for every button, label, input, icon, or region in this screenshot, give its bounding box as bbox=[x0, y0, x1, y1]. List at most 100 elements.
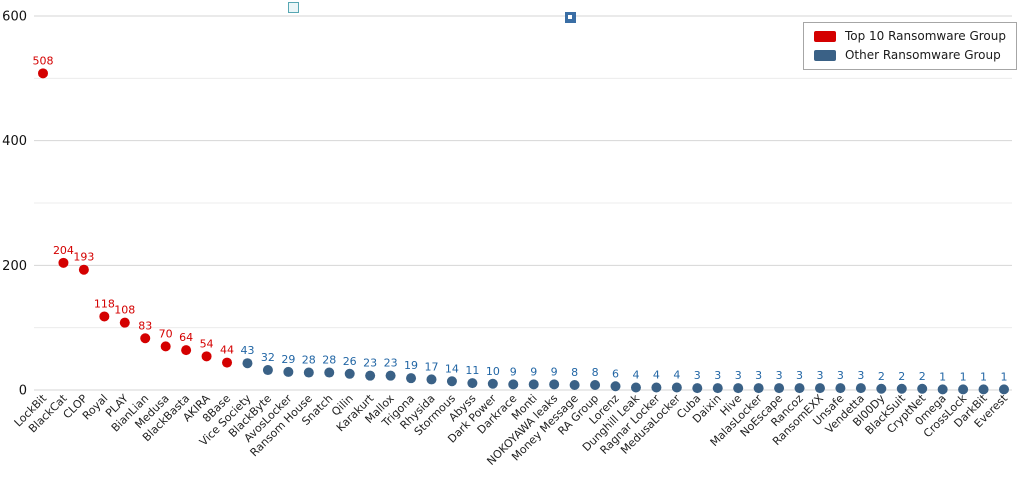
y-axis-tick-label: 200 bbox=[2, 259, 27, 274]
data-point-value-label: 28 bbox=[322, 354, 336, 367]
data-point-other bbox=[651, 382, 662, 393]
legend-item-top10: Top 10 Ransomware Group bbox=[813, 29, 1006, 43]
data-point-other bbox=[528, 379, 539, 390]
data-point-top10 bbox=[160, 341, 171, 352]
data-point-other bbox=[896, 383, 907, 394]
data-point-value-label: 3 bbox=[776, 369, 783, 382]
artifact-square-icon bbox=[565, 12, 576, 23]
y-axis-tick-label: 0 bbox=[19, 384, 27, 399]
data-point-value-label: 9 bbox=[530, 365, 537, 378]
data-point-other bbox=[385, 370, 396, 381]
data-point-value-label: 28 bbox=[302, 354, 316, 367]
data-point-other bbox=[365, 370, 376, 381]
data-point-value-label: 64 bbox=[179, 331, 193, 344]
data-point-other bbox=[590, 380, 601, 391]
data-point-top10 bbox=[58, 257, 69, 268]
data-point-value-label: 3 bbox=[755, 369, 762, 382]
data-point-value-label: 3 bbox=[714, 369, 721, 382]
data-point-value-label: 204 bbox=[53, 244, 74, 257]
data-point-value-label: 6 bbox=[612, 367, 619, 380]
data-point-value-label: 83 bbox=[138, 319, 152, 332]
data-point-value-label: 8 bbox=[571, 366, 578, 379]
data-point-other bbox=[958, 384, 969, 395]
data-point-value-label: 3 bbox=[857, 369, 864, 382]
data-point-value-label: 44 bbox=[220, 344, 234, 357]
data-point-other bbox=[917, 383, 928, 394]
data-point-value-label: 19 bbox=[404, 359, 418, 372]
data-point-value-label: 23 bbox=[363, 357, 377, 370]
data-point-other bbox=[324, 367, 335, 378]
data-point-other bbox=[487, 378, 498, 389]
data-point-value-label: 1 bbox=[1001, 370, 1008, 383]
data-point-value-label: 508 bbox=[33, 54, 54, 67]
data-point-other bbox=[426, 374, 437, 385]
data-point-value-label: 11 bbox=[465, 364, 479, 377]
data-point-value-label: 14 bbox=[445, 362, 459, 375]
data-point-value-label: 3 bbox=[694, 369, 701, 382]
data-point-other bbox=[406, 373, 417, 384]
data-point-value-label: 17 bbox=[424, 360, 438, 373]
data-point-other bbox=[549, 379, 560, 390]
y-axis-tick-label: 600 bbox=[2, 10, 27, 25]
data-point-other bbox=[774, 383, 785, 394]
data-point-value-label: 26 bbox=[343, 355, 357, 368]
data-point-other bbox=[446, 376, 457, 387]
y-axis-tick-label: 400 bbox=[2, 134, 27, 149]
data-point-value-label: 1 bbox=[960, 370, 967, 383]
data-point-other bbox=[692, 383, 703, 394]
data-point-value-label: 4 bbox=[653, 369, 660, 382]
data-point-other bbox=[671, 382, 682, 393]
legend-item-other: Other Ransomware Group bbox=[813, 48, 1006, 62]
data-point-value-label: 3 bbox=[816, 369, 823, 382]
data-point-value-label: 118 bbox=[94, 297, 115, 310]
legend-label-other: Other Ransomware Group bbox=[844, 48, 1001, 62]
data-point-other bbox=[733, 383, 744, 394]
legend-swatch-top10-icon bbox=[813, 30, 836, 42]
data-point-other bbox=[753, 383, 764, 394]
data-point-other bbox=[630, 382, 641, 393]
data-point-other bbox=[814, 383, 825, 394]
data-point-other bbox=[610, 381, 621, 392]
data-point-value-label: 32 bbox=[261, 351, 275, 364]
data-point-top10 bbox=[99, 311, 110, 322]
data-point-value-label: 10 bbox=[486, 365, 500, 378]
data-point-top10 bbox=[201, 351, 212, 362]
data-point-other bbox=[508, 379, 519, 390]
data-point-other bbox=[242, 358, 253, 369]
data-point-value-label: 1 bbox=[939, 370, 946, 383]
data-point-value-label: 70 bbox=[159, 327, 173, 340]
artifact-square-icon bbox=[288, 2, 299, 13]
data-point-other bbox=[303, 367, 314, 378]
data-point-value-label: 3 bbox=[735, 369, 742, 382]
data-point-other bbox=[999, 384, 1009, 395]
data-point-value-label: 193 bbox=[73, 251, 94, 264]
data-point-other bbox=[835, 383, 846, 394]
data-point-other bbox=[569, 380, 580, 391]
data-point-value-label: 29 bbox=[281, 353, 295, 366]
data-point-other bbox=[794, 383, 805, 394]
data-point-other bbox=[937, 384, 948, 395]
data-point-top10 bbox=[119, 317, 130, 328]
data-point-value-label: 2 bbox=[919, 370, 926, 383]
data-point-value-label: 3 bbox=[796, 369, 803, 382]
data-point-other bbox=[262, 365, 273, 376]
data-point-value-label: 108 bbox=[114, 304, 135, 317]
legend-label-top10: Top 10 Ransomware Group bbox=[844, 29, 1006, 43]
data-point-value-label: 1 bbox=[980, 370, 987, 383]
data-point-value-label: 9 bbox=[551, 365, 558, 378]
data-point-other bbox=[876, 383, 887, 394]
data-point-value-label: 43 bbox=[240, 344, 254, 357]
data-point-top10 bbox=[38, 68, 48, 79]
legend-swatch-other-icon bbox=[813, 49, 836, 61]
data-point-value-label: 4 bbox=[632, 369, 639, 382]
data-point-value-label: 3 bbox=[837, 369, 844, 382]
data-point-top10 bbox=[181, 345, 192, 356]
data-point-value-label: 4 bbox=[673, 369, 680, 382]
data-point-value-label: 9 bbox=[510, 365, 517, 378]
data-point-top10 bbox=[222, 357, 233, 368]
data-point-value-label: 2 bbox=[878, 370, 885, 383]
legend: Top 10 Ransomware Group Other Ransomware… bbox=[802, 22, 1017, 70]
data-point-other bbox=[978, 384, 989, 395]
